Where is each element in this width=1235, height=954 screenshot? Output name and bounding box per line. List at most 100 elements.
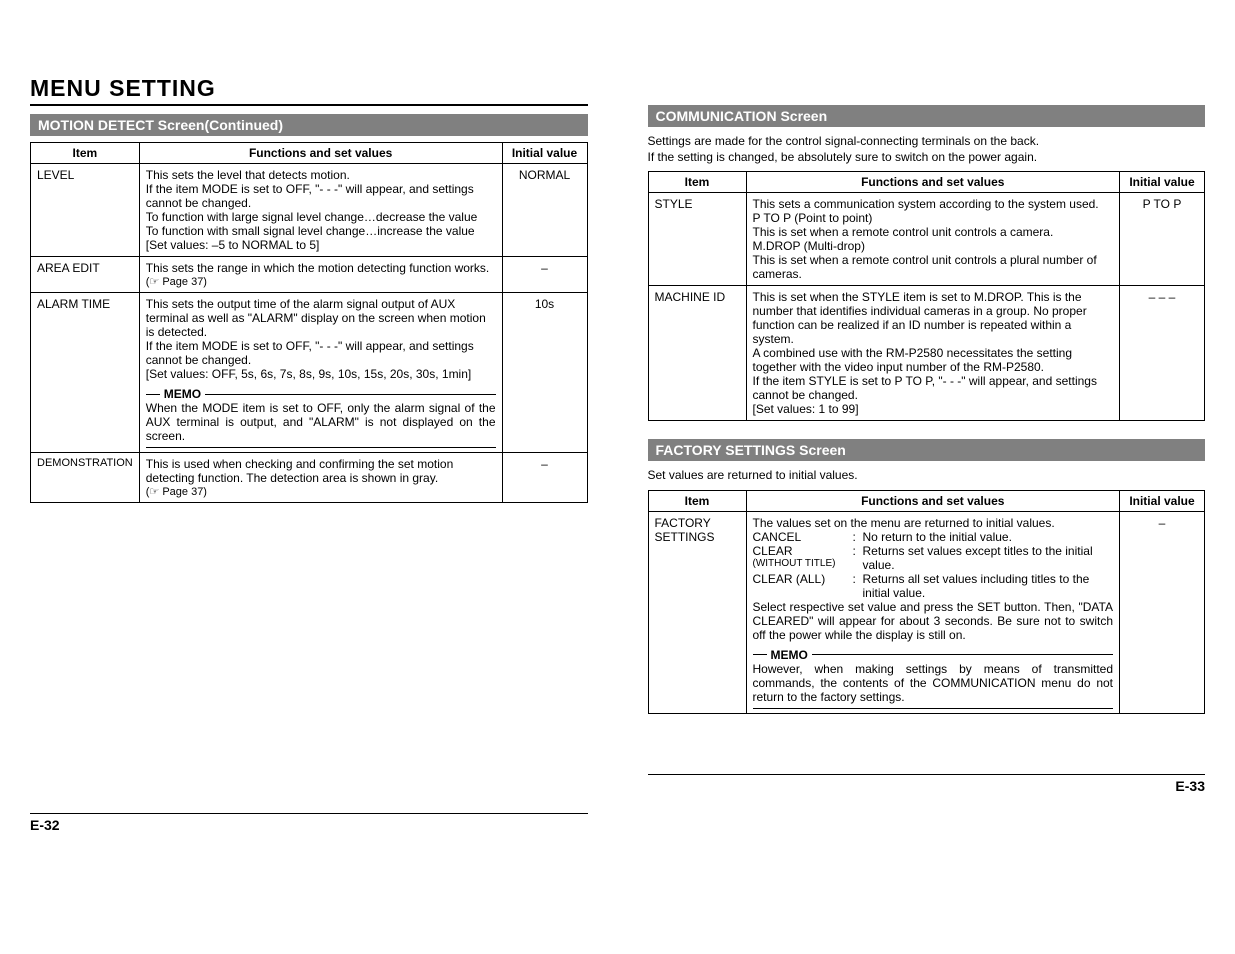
func-line: If the item MODE is set to OFF, "- - -" … [146, 182, 496, 210]
intro-line: Settings are made for the control signal… [648, 133, 1206, 149]
func-line: This is used when checking and confirmin… [146, 457, 496, 485]
memo-dash-icon [205, 394, 495, 395]
memo-dash-icon [812, 654, 1113, 655]
def-val: Returns all set values including titles … [863, 572, 1114, 600]
section-header-communication: COMMUNICATION Screen [648, 105, 1206, 127]
page-ref: (☞ Page 37) [146, 275, 496, 288]
cell-func: This sets a communication system accordi… [746, 193, 1120, 286]
func-line: If the item STYLE is set to P TO P, "- -… [753, 374, 1114, 402]
memo-dash-icon [753, 654, 767, 655]
section-header-motion-detect: MOTION DETECT Screen(Continued) [30, 114, 588, 136]
cell-init: – [502, 453, 587, 503]
memo-text: When the MODE item is set to OFF, only t… [146, 401, 496, 443]
th-item: Item [31, 143, 140, 164]
func-line: This is set when a remote control unit c… [753, 253, 1114, 281]
cell-func: This sets the level that detects motion.… [139, 164, 502, 257]
cell-item: MACHINE ID [648, 286, 746, 421]
memo-bottom-line [753, 708, 1114, 709]
page-container: MENU SETTING MOTION DETECT Screen(Contin… [0, 0, 1235, 865]
memo-label: MEMO [164, 387, 201, 401]
def-colon: : [853, 544, 863, 572]
table-header-row: Item Functions and set values Initial va… [648, 490, 1205, 511]
table-header-row: Item Functions and set values Initial va… [31, 143, 588, 164]
th-init: Initial value [1120, 490, 1205, 511]
func-line: M.DROP (Multi-drop) [753, 239, 1114, 253]
cell-item: DEMONSTRATION [31, 453, 140, 503]
cell-item: AREA EDIT [31, 257, 140, 293]
table-factory: Item Functions and set values Initial va… [648, 490, 1206, 714]
func-line: [Set values: OFF, 5s, 6s, 7s, 8s, 9s, 10… [146, 367, 496, 381]
def-val: No return to the initial value. [863, 530, 1114, 544]
memo-text: However, when making settings by means o… [753, 662, 1114, 704]
th-func: Functions and set values [746, 172, 1120, 193]
th-init: Initial value [502, 143, 587, 164]
definitions-grid: CANCEL : No return to the initial value.… [753, 530, 1114, 600]
table-row: FACTORY SETTINGS The values set on the m… [648, 511, 1205, 713]
cell-init: – [502, 257, 587, 293]
def-colon: : [853, 572, 863, 600]
func-line: A combined use with the RM-P2580 necessi… [753, 346, 1114, 374]
func-line: The values set on the menu are returned … [753, 516, 1114, 530]
def-val: Returns set values except titles to the … [863, 544, 1114, 572]
table-header-row: Item Functions and set values Initial va… [648, 172, 1205, 193]
cell-item: STYLE [648, 193, 746, 286]
cell-init: NORMAL [502, 164, 587, 257]
item-line: FACTORY [655, 516, 740, 530]
func-line: P TO P (Point to point) [753, 211, 1114, 225]
table-communication: Item Functions and set values Initial va… [648, 171, 1206, 421]
table-motion-detect: Item Functions and set values Initial va… [30, 142, 588, 503]
table-row: DEMONSTRATION This is used when checking… [31, 453, 588, 503]
intro-line: If the setting is changed, be absolutely… [648, 149, 1206, 165]
memo-box: MEMO When the MODE item is set to OFF, o… [146, 387, 496, 448]
def-key-line: (WITHOUT TITLE) [753, 558, 853, 569]
table-row: AREA EDIT This sets the range in which t… [31, 257, 588, 293]
func-line: This sets the range in which the motion … [146, 261, 496, 275]
cell-func: This sets the range in which the motion … [139, 257, 502, 293]
func-line: Select respective set value and press th… [753, 600, 1114, 642]
cell-item: FACTORY SETTINGS [648, 511, 746, 713]
func-line: This sets the level that detects motion. [146, 168, 496, 182]
def-key-line: CLEAR [753, 544, 853, 558]
section-header-factory: FACTORY SETTINGS Screen [648, 439, 1206, 461]
page-number: E-32 [30, 817, 60, 833]
func-line: This is set when a remote control unit c… [753, 225, 1114, 239]
page-ref: (☞ Page 37) [146, 485, 496, 498]
intro-text: Settings are made for the control signal… [648, 133, 1206, 165]
item-line: SETTINGS [655, 530, 740, 544]
func-line: [Set values: 1 to 99] [753, 402, 1114, 416]
table-row: LEVEL This sets the level that detects m… [31, 164, 588, 257]
func-line: This sets a communication system accordi… [753, 197, 1114, 211]
memo-title: MEMO [753, 648, 1114, 662]
memo-title: MEMO [146, 387, 496, 401]
func-line: [Set values: –5 to NORMAL to 5] [146, 238, 496, 252]
footer-left: E-32 [30, 813, 588, 835]
func-line: If the item MODE is set to OFF, "- - -" … [146, 339, 496, 367]
cell-item: LEVEL [31, 164, 140, 257]
table-row: ALARM TIME This sets the output time of … [31, 293, 588, 453]
func-line: To function with large signal level chan… [146, 210, 496, 224]
th-item: Item [648, 172, 746, 193]
cell-init: P TO P [1120, 193, 1205, 286]
def-key: CANCEL [753, 530, 853, 544]
cell-init: 10s [502, 293, 587, 453]
cell-func: This sets the output time of the alarm s… [139, 293, 502, 453]
def-colon: : [853, 530, 863, 544]
cell-func: This is used when checking and confirmin… [139, 453, 502, 503]
table-row: STYLE This sets a communication system a… [648, 193, 1205, 286]
page-title: MENU SETTING [30, 75, 588, 106]
func-line: This is set when the STYLE item is set t… [753, 290, 1114, 346]
memo-box: MEMO However, when making settings by me… [753, 648, 1114, 709]
memo-bottom-line [146, 447, 496, 448]
cell-func: The values set on the menu are returned … [746, 511, 1120, 713]
table-row: MACHINE ID This is set when the STYLE it… [648, 286, 1205, 421]
intro-text: Set values are returned to initial value… [648, 467, 1206, 483]
th-func: Functions and set values [746, 490, 1120, 511]
page-number: E-33 [1175, 778, 1205, 794]
footer-right: E-33 [648, 774, 1206, 778]
func-line: To function with small signal level chan… [146, 224, 496, 238]
cell-init: – [1120, 511, 1205, 713]
th-init: Initial value [1120, 172, 1205, 193]
func-line: This sets the output time of the alarm s… [146, 297, 496, 339]
memo-label: MEMO [771, 648, 808, 662]
th-item: Item [648, 490, 746, 511]
